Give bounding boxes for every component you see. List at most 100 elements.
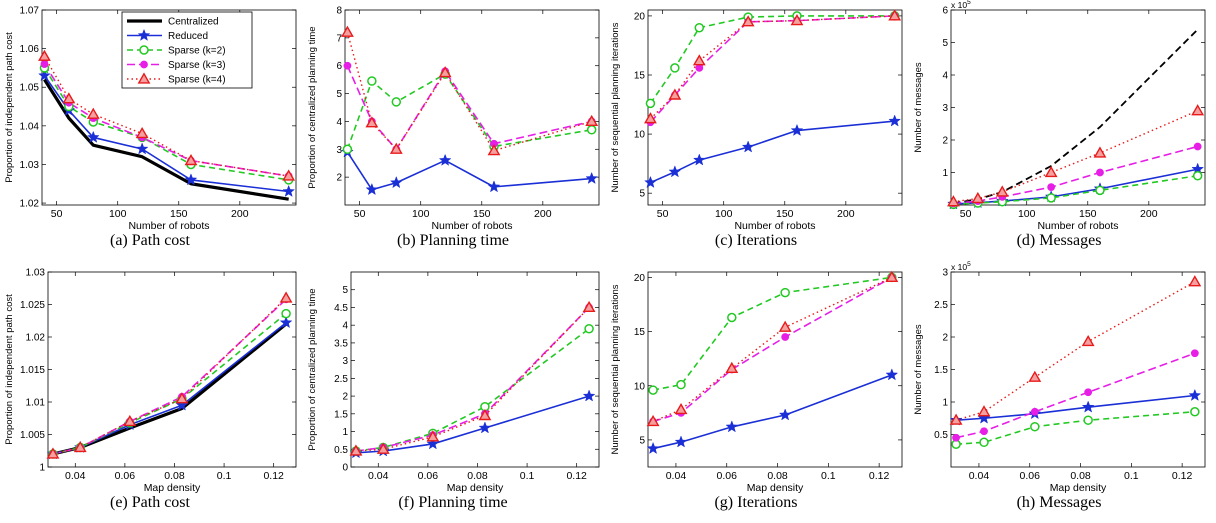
data-point-sparse4 <box>725 361 739 374</box>
x-tick-label: 0.12 <box>1172 470 1193 482</box>
y-axis-label: Proportion of centralized planning time <box>307 288 318 450</box>
series-line-sparse4 <box>346 32 592 152</box>
y-tick-label: 1.03 <box>20 160 40 171</box>
series-line-sparse4 <box>43 55 289 177</box>
data-point-sparse4 <box>349 444 363 456</box>
legend-marker-sparse3 <box>140 60 148 69</box>
series-line-sparse4 <box>52 297 287 455</box>
data-point-reduced <box>438 153 452 166</box>
x-tick-label: 0.04 <box>368 470 389 482</box>
data-point-sparse4 <box>1188 275 1202 287</box>
y-tick-label: 1.06 <box>20 44 40 55</box>
data-point-sparse3 <box>1193 142 1202 151</box>
data-point-sparse4 <box>1093 146 1107 158</box>
data-point-reduced <box>389 175 403 189</box>
x-axis-label: Number of robots <box>431 220 512 232</box>
subfigure-caption: (g) Iterations <box>714 494 798 511</box>
data-point-sparse4 <box>947 195 960 207</box>
y-tick-label: 2.5 <box>934 300 948 311</box>
subfigure-caption: (c) Iterations <box>714 232 798 249</box>
data-point-sparse2 <box>727 312 737 323</box>
data-point-reduced <box>790 123 804 136</box>
y-tick-label: 1.005 <box>20 430 45 441</box>
subfigure-caption: (b) Planning time <box>397 232 509 249</box>
data-point-sparse4 <box>184 153 198 166</box>
x-tick-label: 0.08 <box>467 470 488 482</box>
y-tick-label: 2 <box>942 333 948 344</box>
y-tick-label: 1.5 <box>334 409 348 420</box>
data-point-sparse4 <box>123 414 137 427</box>
data-point-reduced <box>885 368 899 381</box>
y-tick-label: 0.5 <box>934 430 948 441</box>
y-tick-label: 1 <box>39 463 45 474</box>
axes-frame <box>350 271 600 468</box>
data-point-sparse4 <box>86 107 100 119</box>
series-line-sparse2 <box>355 328 590 452</box>
y-axis-label: Proportion of centralized planning time <box>307 26 318 188</box>
y-tick-label: 1.07 <box>20 6 40 17</box>
x-tick-label: 0.06 <box>717 470 738 482</box>
series-line-reduced <box>956 394 1195 421</box>
data-point-sparse4 <box>885 270 899 283</box>
axes-frame <box>647 9 903 206</box>
data-point-reduced <box>741 140 755 153</box>
subfigure-caption: (e) Path cost <box>110 494 190 511</box>
legend-label-sparse3: Sparse (k=3) <box>168 60 226 71</box>
y-tick-label: 3.5 <box>334 338 348 349</box>
x-tick-label: 0.06 <box>115 470 136 482</box>
data-point-sparse3 <box>695 64 704 72</box>
data-point-sparse4 <box>778 320 792 332</box>
series-line-sparse4 <box>649 15 895 120</box>
x-tick-label: 0.04 <box>969 470 990 482</box>
x-tick-label: 50 <box>354 208 366 220</box>
x-tick-label: 0.06 <box>1020 470 1041 482</box>
data-point-sparse4 <box>977 405 991 417</box>
y-axis-label: Number of sequential planning iterations <box>610 22 621 192</box>
data-point-sparse2 <box>1190 407 1200 417</box>
y-exponent-label: x 105 <box>951 0 971 10</box>
data-point-sparse4 <box>692 54 706 66</box>
legend: Centralized Reduced Sparse (k=2) Sparse (k=… <box>121 11 253 89</box>
chart-svg-g: 0.04 0.06 0.08 0.1 0.12 5 10 15 20 Map density Num… <box>610 270 903 494</box>
data-point-sparse3 <box>40 60 49 68</box>
data-point-sparse4 <box>1044 165 1058 178</box>
x-tick-label: 0.1 <box>821 470 836 482</box>
x-axis-label: Map density <box>447 482 504 494</box>
data-point-sparse2 <box>670 63 680 73</box>
y-tick-label: 20 <box>634 11 646 22</box>
data-point-sparse4 <box>478 408 492 421</box>
y-tick-label: 4.5 <box>334 303 348 314</box>
series-line-sparse3 <box>355 306 590 452</box>
series-line-centralized <box>953 28 1199 205</box>
data-point-reduced <box>725 420 739 433</box>
legend-label-reduced: Reduced <box>168 31 208 42</box>
y-axis-label: Number of sequential planning iterations <box>610 284 621 454</box>
y-tick-label: 1.01 <box>26 398 46 409</box>
x-tick-label: 0.12 <box>263 470 284 482</box>
y-tick-label: 15 <box>634 71 646 82</box>
data-point-sparse2 <box>979 437 989 448</box>
series-line-reduced <box>355 395 590 454</box>
series-line-sparse2 <box>43 67 289 181</box>
data-point-sparse4 <box>668 88 682 100</box>
data-point-sparse4 <box>38 49 51 61</box>
y-tick-label: 3 <box>942 103 948 114</box>
legend-label-sparse4: Sparse (k=4) <box>168 75 226 86</box>
data-point-sparse4 <box>674 402 688 415</box>
y-tick-label: 8 <box>336 6 342 17</box>
y-tick-label: 3 <box>336 145 342 156</box>
x-axis-label: Map density <box>747 482 804 494</box>
chart-svg-a: 50 100 150 200 1.02 1.03 1.04 1.05 1.06 1.07 Numbe… <box>4 6 297 232</box>
chart-panel-f: 0.04 0.06 0.08 0.1 0.12 0 0.5 1 1.5 2 2.5 3 3.5 4 4.5 5… <box>303 262 603 522</box>
x-tick-label: 150 <box>170 208 188 220</box>
chart-svg-h: 0.04 0.06 0.08 0.1 0.12 0.5 1 1.5 2 2.5 3x 105 Map … <box>913 261 1206 494</box>
legend-marker-sparse4 <box>137 72 151 84</box>
data-point-sparse2 <box>645 98 656 109</box>
data-point-sparse3 <box>1190 349 1199 358</box>
x-axis-label: Map density <box>144 482 201 494</box>
data-point-sparse2 <box>1030 421 1040 432</box>
data-point-reduced <box>1188 388 1202 401</box>
series-line-sparse2 <box>52 312 287 455</box>
data-point-sparse2 <box>367 76 377 86</box>
